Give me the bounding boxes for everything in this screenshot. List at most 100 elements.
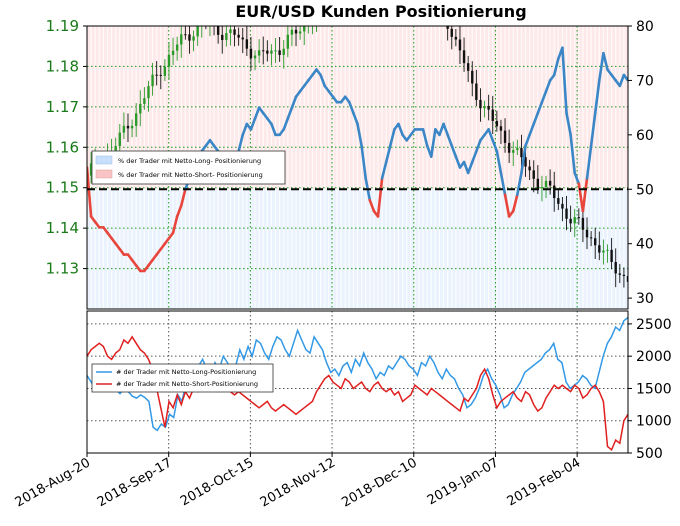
candle-body: [589, 237, 593, 239]
candle-body: [499, 126, 503, 131]
percent-line-segment: [348, 100, 355, 115]
candle-body: [126, 125, 130, 129]
percent-line-segment: [516, 171, 523, 197]
candle-body: [122, 125, 126, 133]
date-tick-label: 2018-Aug-20: [13, 455, 93, 510]
percent-line-segment: [384, 144, 392, 164]
candle-body: [602, 250, 605, 253]
candle-body: [532, 170, 535, 179]
candle-body: [188, 34, 191, 41]
candle-body: [462, 50, 466, 64]
percent-line-segment: [520, 144, 527, 175]
candle-body: [209, 22, 211, 23]
count-tick-label: 1000: [636, 414, 672, 430]
candle-body: [114, 145, 117, 153]
percent-line-segment: [249, 117, 257, 131]
percent-line-segment: [470, 149, 478, 164]
candle-body: [155, 74, 158, 76]
price-tick-label: 1.17: [46, 98, 79, 116]
percent-line-segment: [593, 79, 601, 115]
count-tick-label: 2500: [636, 317, 672, 333]
percent-line-segment: [524, 133, 531, 148]
candle-body: [175, 44, 179, 51]
count-tick-label: 500: [636, 446, 663, 462]
date-tick-label: 2019-Feb-04: [505, 455, 584, 509]
long-count-line: [87, 316, 628, 432]
candle-body: [192, 36, 195, 41]
percent-line-segment: [290, 95, 298, 109]
candle-body: [606, 249, 609, 251]
bottom-legend: # der Trader mit Netto-Long-Positionieru…: [91, 363, 274, 393]
candle-body: [503, 130, 507, 143]
candle-body: [286, 34, 290, 49]
legend-label-short-count: # der Trader mit Netto-Short-Positionier…: [116, 380, 258, 388]
percent-line-segment: [585, 144, 593, 180]
percent-line-segment: [540, 90, 548, 104]
candle-body: [171, 50, 175, 56]
percent-line-segment: [388, 128, 396, 148]
percent-line-segment: [581, 177, 589, 213]
candle-body: [225, 33, 228, 40]
candle-body: [147, 86, 150, 99]
candle-body: [524, 157, 527, 167]
candle-body: [540, 187, 544, 189]
candle-body: [458, 39, 462, 51]
candle-body: [475, 83, 478, 100]
candle-body: [213, 22, 215, 24]
candle-body: [598, 245, 601, 253]
candle-body: [89, 163, 93, 176]
candle-body: [180, 34, 183, 45]
legend-swatch-long: [95, 155, 113, 165]
candle-body: [266, 50, 269, 54]
candle-body: [516, 148, 519, 151]
top-plot-frame: [86, 25, 629, 310]
price-tick-label: 1.15: [46, 179, 79, 197]
candle-body: [201, 19, 203, 24]
candle-body: [294, 29, 298, 34]
short-count-line: [87, 335, 628, 452]
percent-tick-label: 70: [636, 73, 654, 89]
candle-body: [143, 98, 146, 104]
candle-body: [507, 142, 511, 153]
percent-line-segment: [622, 73, 628, 82]
candle-body: [229, 29, 232, 34]
percent-line-segment: [352, 111, 359, 126]
percent-line-segment: [561, 46, 568, 115]
percent-line-segment: [237, 133, 245, 153]
percent-line-segment: [442, 122, 449, 137]
candle-body: [163, 66, 167, 76]
candle-body: [577, 217, 581, 219]
candle-body: [205, 19, 207, 23]
candle-body: [130, 125, 134, 129]
percent-line-segment: [282, 117, 290, 131]
percent-line-segment: [241, 122, 249, 137]
count-tick-label: 1500: [636, 381, 672, 397]
percent-line-segment: [446, 133, 454, 148]
percent-line-segment: [565, 111, 572, 137]
candle-body: [245, 39, 249, 49]
percent-line-segment: [532, 111, 540, 126]
bottom-plot-frame: [86, 310, 629, 454]
candle-body: [253, 55, 257, 59]
candle-body: [184, 34, 187, 36]
candle-body: [466, 63, 470, 71]
percent-line-segment: [356, 122, 363, 148]
legend-label-long: % der Trader mit Netto-Long- Positionier…: [118, 157, 261, 165]
percent-line-segment: [602, 51, 609, 71]
percent-line-segment: [450, 144, 458, 158]
percent-line-segment: [528, 122, 536, 137]
top-panel: 1.13 1.14 1.15 1.16 1.17 1.18 1.19 30 40 50 60 70 8…: [46, 17, 654, 310]
candle-body: [557, 198, 560, 204]
candle-body: [249, 48, 253, 59]
legend-label-long-count: # der Trader mit Netto-Long-Positionieru…: [116, 368, 256, 376]
date-tick-label: 2018-Sep-17: [95, 455, 175, 510]
candle-body: [446, 26, 449, 29]
percent-line-segment: [421, 128, 429, 148]
candle-body: [233, 29, 236, 35]
candle-body: [528, 166, 531, 171]
legend-swatch-short: [95, 169, 113, 179]
candle-body: [491, 109, 494, 121]
price-tick-label: 1.18: [46, 57, 79, 75]
percent-line-segment: [360, 144, 367, 180]
candle-body: [454, 36, 458, 40]
